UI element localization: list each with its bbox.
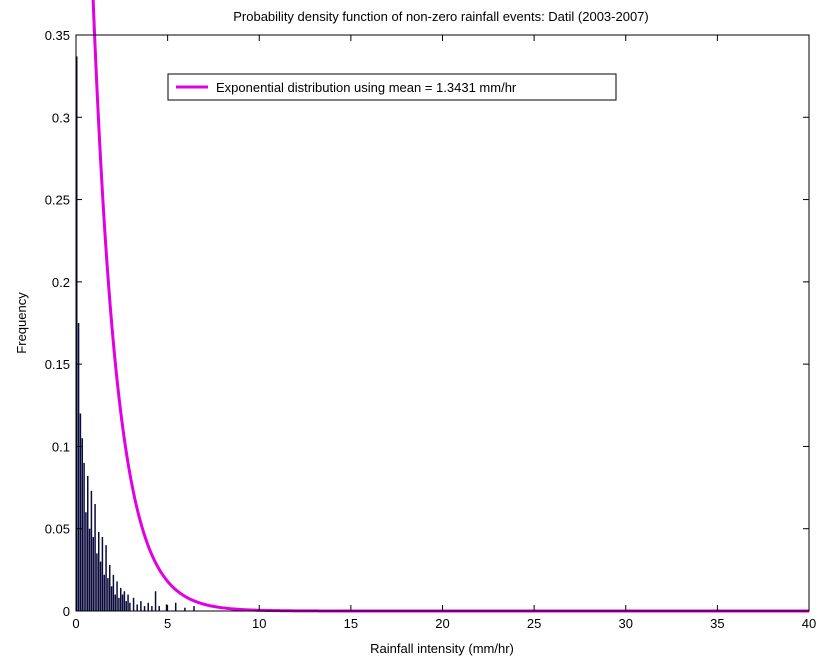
histogram-bar: [88, 528, 91, 611]
y-tick-label: 0.05: [45, 522, 70, 537]
histogram-bar: [140, 601, 142, 611]
histogram-bar: [136, 604, 138, 611]
x-tick-label: 0: [72, 616, 79, 631]
y-axis-label: Frequency: [14, 292, 29, 354]
histogram-bar: [110, 586, 113, 611]
histogram-bar: [83, 462, 85, 611]
y-axis-ticks: 0 0.05 0.1 0.15 0.2 0.25 0.3 0.35: [45, 28, 809, 619]
histogram-bar: [108, 564, 111, 611]
histogram-bar: [147, 602, 149, 611]
histogram-bar: [114, 594, 116, 611]
histogram-bar: [118, 597, 120, 611]
histogram-bar: [143, 606, 146, 611]
histogram-bar: [94, 504, 96, 611]
y-tick-label: 0.3: [52, 110, 70, 125]
histogram-bar: [81, 438, 83, 611]
legend: Exponential distribution using mean = 1.…: [167, 73, 617, 101]
y-tick-label: 0: [63, 604, 70, 619]
histogram-bar: [112, 574, 115, 611]
x-tick-label: 25: [527, 616, 541, 631]
histogram-bar: [184, 607, 186, 611]
histogram-bar: [151, 606, 153, 611]
histogram-bar: [158, 606, 160, 611]
legend-label: Exponential distribution using mean = 1.…: [216, 80, 517, 95]
x-tick-label: 20: [435, 616, 449, 631]
legend-box: [167, 73, 617, 101]
x-axis-label: Rainfall intensity (mm/hr): [370, 641, 514, 656]
y-tick-label: 0.35: [45, 28, 70, 43]
histogram-bar: [121, 594, 124, 611]
histogram-bar: [103, 574, 105, 611]
histogram-bar: [76, 56, 78, 611]
histogram-bar: [77, 323, 80, 611]
histogram-bar: [116, 581, 118, 611]
histogram-bar: [85, 512, 87, 611]
y-tick-label: 0.1: [52, 439, 70, 454]
y-tick-label: 0.15: [45, 357, 70, 372]
histogram-bar: [119, 587, 122, 611]
histogram-bar: [165, 604, 168, 611]
histogram-bar: [107, 578, 109, 611]
histogram-bars: [76, 56, 195, 611]
histogram-bar: [125, 601, 127, 611]
plot-area: [76, 35, 809, 611]
x-axis-ticks: 0 5 10 15 20 25 30 35 40: [72, 35, 816, 631]
histogram-bar: [154, 591, 157, 611]
histogram-bar: [129, 602, 131, 611]
x-tick-label: 40: [802, 616, 816, 631]
histogram-bar: [105, 545, 107, 611]
histogram-bar: [87, 476, 89, 611]
x-tick-label: 5: [164, 616, 171, 631]
x-tick-label: 10: [252, 616, 266, 631]
histogram-bar: [96, 553, 98, 611]
chart-title: Probability density function of non-zero…: [233, 9, 649, 24]
histogram-bar: [127, 594, 129, 611]
histogram-bar: [193, 606, 195, 611]
histogram-bar: [101, 536, 104, 611]
y-tick-label: 0.2: [52, 275, 70, 290]
histogram-bar: [174, 602, 177, 611]
histogram-bar: [79, 413, 82, 611]
y-tick-label: 0.25: [45, 193, 70, 208]
x-tick-label: 30: [619, 616, 633, 631]
histogram-bar: [123, 591, 126, 611]
x-tick-label: 15: [344, 616, 358, 631]
histogram-bar: [92, 536, 94, 611]
histogram-bar: [132, 597, 135, 611]
histogram-bar: [99, 561, 102, 611]
x-tick-label: 35: [710, 616, 724, 631]
histogram-bar: [97, 532, 100, 611]
histogram-bar: [90, 490, 93, 611]
